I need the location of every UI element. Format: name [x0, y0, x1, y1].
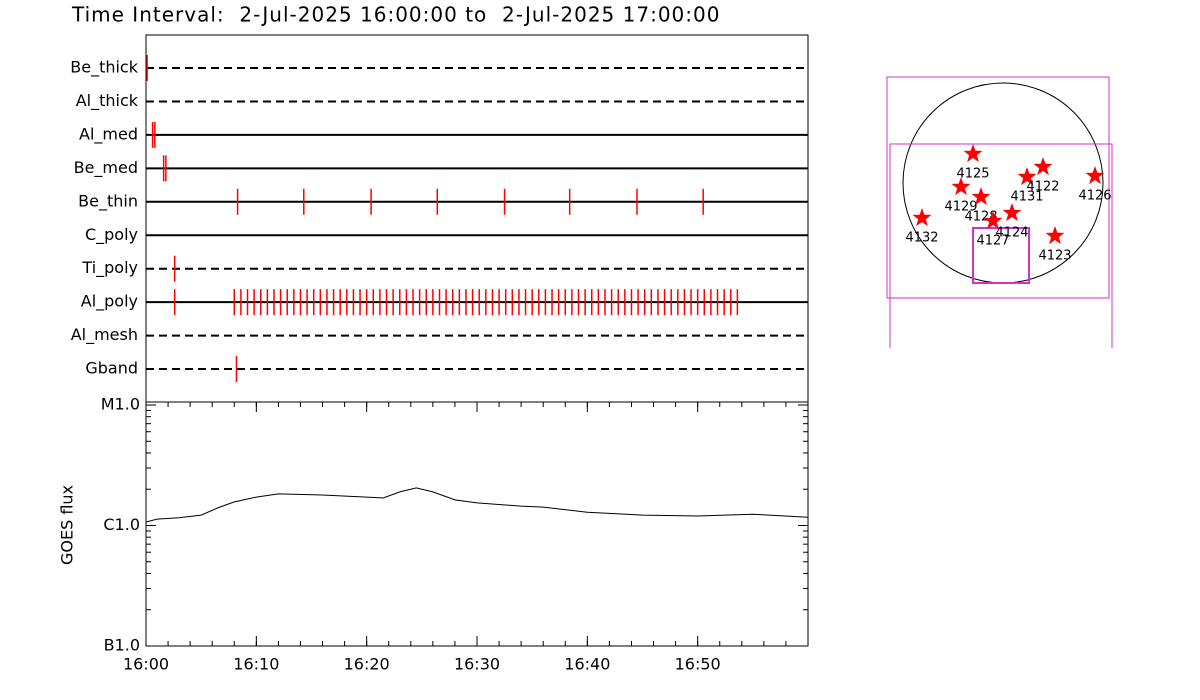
y-tick-label: M1.0 — [101, 395, 140, 414]
x-tick-label: 16:40 — [564, 655, 610, 674]
x-tick-label: 16:20 — [344, 655, 390, 674]
region-star — [971, 187, 991, 206]
row-label: Ti_poly — [81, 258, 138, 278]
region-star — [1045, 226, 1065, 245]
region-label: 4125 — [956, 167, 989, 182]
goes-frame — [145, 401, 809, 647]
timeline-frame — [145, 34, 809, 403]
region-label: 4123 — [1038, 249, 1071, 264]
region-label: 4129 — [944, 200, 977, 215]
region-star — [963, 144, 983, 163]
row-label: Be_thick — [70, 58, 138, 78]
row-label: Al_thick — [76, 91, 139, 111]
region-label: 4126 — [1078, 189, 1111, 204]
disk — [902, 82, 1104, 284]
goes-curve — [145, 487, 809, 523]
region-label: 4124 — [995, 226, 1028, 241]
region-label: 4122 — [1026, 180, 1059, 195]
region-star — [1033, 157, 1053, 176]
row-label: Al_med — [79, 124, 138, 144]
x-tick-label: 16:50 — [675, 655, 721, 674]
title: Time Interval: 2-Jul-2025 16:00:00 to 2-… — [71, 3, 720, 27]
region-label: 4132 — [905, 231, 938, 246]
row-label: Al_poly — [81, 292, 138, 312]
row-label: Be_med — [74, 158, 138, 178]
row-label: Be_thin — [78, 191, 138, 211]
row-label: Al_mesh — [71, 325, 138, 345]
y-tick-label: C1.0 — [103, 515, 140, 534]
row-label: C_poly — [85, 225, 138, 245]
fov-box — [972, 227, 1030, 284]
region-label: 4127 — [976, 234, 1009, 249]
fov-box — [889, 143, 1113, 348]
region-star — [912, 208, 932, 227]
region-star — [1085, 166, 1105, 185]
y-tick-label: B1.0 — [104, 636, 140, 655]
region-star — [951, 177, 971, 196]
region-star — [1002, 203, 1022, 222]
region-label: 4131 — [1010, 190, 1043, 205]
x-tick-label: 16:30 — [454, 655, 500, 674]
fov-box — [886, 76, 1110, 299]
x-tick-label: 16:10 — [233, 655, 279, 674]
y-axis-label: GOES flux — [58, 485, 77, 565]
region-star — [1017, 167, 1037, 186]
x-tick-label: 16:00 — [123, 655, 169, 674]
solar-disk — [886, 76, 1113, 348]
row-label: Gband — [85, 359, 138, 378]
region-star — [983, 211, 1003, 230]
